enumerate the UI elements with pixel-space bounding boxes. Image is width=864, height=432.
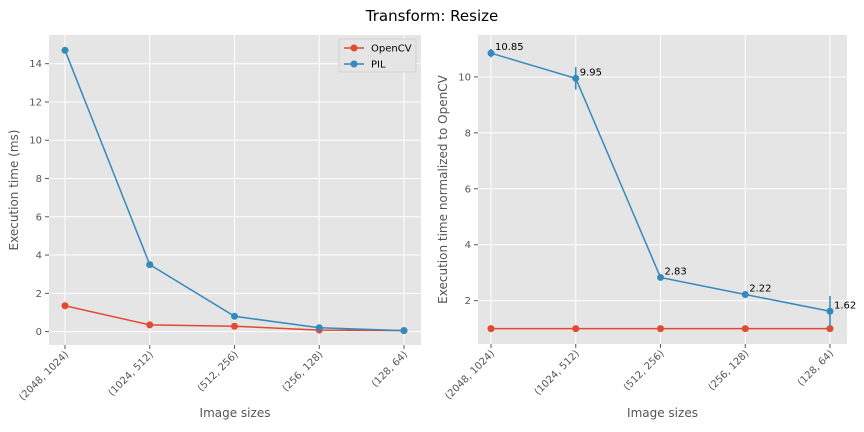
x-tick-label: (1024, 512) bbox=[107, 349, 156, 398]
y-tick-label: 14 bbox=[29, 59, 42, 70]
legend-swatch-marker bbox=[350, 44, 358, 52]
y-axis-label: Execution time normalized to OpenCV bbox=[436, 74, 450, 303]
legend-swatch-marker bbox=[350, 60, 358, 68]
x-tick-label: (512, 256) bbox=[196, 349, 241, 394]
series-pil-point bbox=[231, 312, 238, 320]
series-opencv-point bbox=[231, 322, 238, 330]
series-opencv-point bbox=[487, 325, 495, 333]
x-tick-label: (2048, 1024) bbox=[17, 349, 71, 403]
data-label: 9.95 bbox=[580, 67, 602, 78]
y-tick-label: 8 bbox=[36, 174, 42, 185]
series-opencv-point bbox=[741, 325, 749, 333]
series-opencv-point bbox=[61, 302, 69, 310]
data-label: 2.22 bbox=[749, 284, 771, 295]
x-axis-label: Image sizes bbox=[200, 406, 271, 420]
series-pil-point bbox=[657, 273, 664, 281]
x-axis-label: Image sizes bbox=[627, 406, 698, 420]
y-tick-label: 4 bbox=[36, 251, 42, 262]
y-tick-label: 6 bbox=[36, 212, 42, 223]
series-pil-point bbox=[315, 324, 323, 332]
y-axis-label: Execution time (ms) bbox=[7, 130, 21, 251]
legend: OpenCV PIL bbox=[338, 38, 417, 73]
data-label: 2.83 bbox=[665, 266, 687, 277]
figure-title: Transform: Resize bbox=[365, 7, 499, 25]
y-tick-label: 2 bbox=[465, 296, 471, 307]
series-pil-point bbox=[572, 74, 580, 82]
legend-label: OpenCV bbox=[371, 44, 412, 55]
x-tick-label: (128, 64) bbox=[796, 348, 836, 388]
y-tick-label: 2 bbox=[36, 289, 42, 300]
series-opencv-point bbox=[657, 325, 664, 333]
series-pil-point bbox=[741, 291, 749, 299]
y-tick-label: 10 bbox=[29, 136, 42, 147]
data-label: 1.62 bbox=[834, 300, 856, 311]
plot-area bbox=[478, 35, 847, 344]
x-tick-label: (256, 128) bbox=[281, 349, 326, 394]
series-pil-point bbox=[487, 49, 495, 57]
y-tick-label: 10 bbox=[458, 72, 471, 83]
y-tick-label: 4 bbox=[465, 240, 471, 251]
x-tick-label: (256, 128) bbox=[707, 348, 752, 393]
series-pil-point bbox=[146, 261, 154, 269]
series-pil-point bbox=[826, 307, 834, 315]
y-tick-label: 0 bbox=[36, 327, 42, 338]
x-tick-label: (512, 256) bbox=[622, 348, 667, 393]
data-label: 10.85 bbox=[495, 42, 524, 53]
y-tick-label: 6 bbox=[465, 184, 471, 195]
x-tick-label: (1024, 512) bbox=[533, 348, 582, 397]
series-pil-point bbox=[400, 327, 408, 335]
series-opencv-point bbox=[572, 325, 580, 333]
x-tick-label: (128, 64) bbox=[370, 349, 410, 389]
x-tick-label: (2048, 1024) bbox=[443, 348, 497, 402]
chart-execution-time: 0 2 4 6 8 10 12 14 (2048, 1024) (1024, 512) (512, … bbox=[7, 35, 421, 420]
y-tick-label: 8 bbox=[465, 128, 471, 139]
chart-normalized-time: 2 4 6 8 10 (2048, 1024) (1024, 512) (512, 256) (… bbox=[436, 35, 856, 420]
y-tick-label: 12 bbox=[29, 97, 42, 108]
series-opencv-point bbox=[146, 321, 154, 329]
legend-label: PIL bbox=[371, 60, 386, 71]
series-opencv-point bbox=[826, 325, 834, 333]
series-pil-point bbox=[61, 46, 69, 54]
